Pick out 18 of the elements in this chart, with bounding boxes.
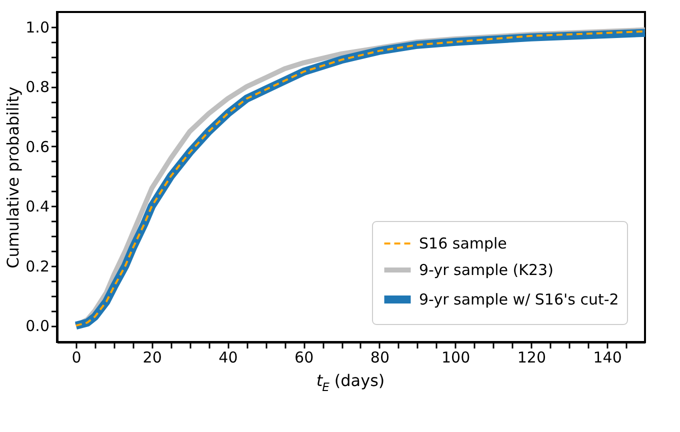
- legend-label: 9-yr sample (K23): [419, 261, 554, 279]
- x-tick-label: 120: [517, 348, 546, 366]
- x-tick-label: 0: [72, 348, 82, 366]
- y-tick-label: 0.8: [26, 78, 50, 96]
- y-tick-label: 0.2: [26, 257, 50, 276]
- x-tick-label: 140: [593, 348, 622, 366]
- y-tick-label: 1.0: [26, 18, 50, 36]
- x-tick-label: 80: [370, 348, 390, 366]
- x-tick-label: 100: [442, 348, 470, 366]
- y-tick-label: 0.0: [26, 317, 50, 336]
- y-tick-label: 0.4: [26, 198, 50, 216]
- x-tick-label: 60: [294, 348, 314, 366]
- legend-label: S16 sample: [419, 234, 507, 252]
- x-tick-label: 40: [218, 348, 238, 366]
- legend-label: 9-yr sample w/ S16's cut-2: [419, 290, 619, 308]
- y-axis-title: Cumulative probability: [4, 86, 23, 268]
- y-tick-label: 0.6: [26, 138, 50, 156]
- x-tick-label: 20: [142, 348, 162, 366]
